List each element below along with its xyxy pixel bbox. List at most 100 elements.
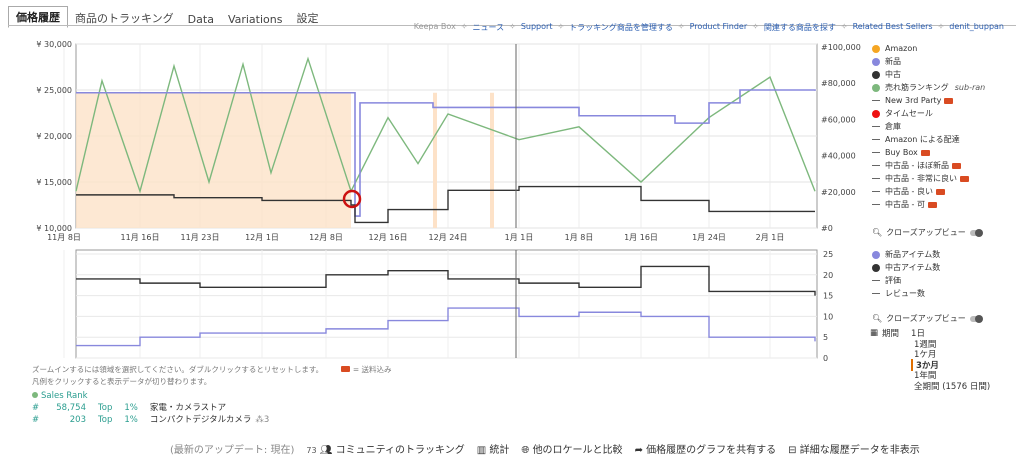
legend-label: 中古品 - 非常に良い <box>885 174 957 183</box>
main-series <box>75 56 816 228</box>
legend-item[interactable]: 新品 <box>872 55 985 68</box>
link-support[interactable]: Support <box>520 22 553 31</box>
tracking-label: コミュニティのトラッキング <box>335 445 465 456</box>
lightning-deal-marker[interactable] <box>342 189 362 209</box>
share-button[interactable]: ➦ 価格履歴のグラフを共有する <box>635 441 777 456</box>
separator-icon: ✧ <box>557 22 565 31</box>
separator-icon: ✧ <box>752 22 759 31</box>
series-new <box>76 89 816 217</box>
range-option-all[interactable]: 全期間 (1576 日間) <box>914 381 991 392</box>
legend-item[interactable]: Amazon による配達 <box>872 133 985 146</box>
hierarchy-icon: ⁂ <box>255 415 264 425</box>
legend-item[interactable]: レビュー数 <box>872 287 940 300</box>
sub-rank-label[interactable]: sub-ran <box>954 83 986 92</box>
legend-item[interactable]: 売れ筋ランキング sub-ran <box>872 81 985 94</box>
y-tick-label: ¥ 15,000 <box>36 178 72 187</box>
compare-locale-button[interactable]: 🌐︎ 他のロケールと比較 <box>521 441 622 456</box>
legend-item[interactable]: Buy Box <box>872 146 985 159</box>
share-arrow-icon: ➦ <box>634 445 643 456</box>
link-related-best-sellers[interactable]: Related Best Sellers <box>852 22 933 31</box>
link-manage-tracking[interactable]: トラッキング商品を管理する <box>569 23 673 32</box>
range-option-3m[interactable]: 3か月 <box>911 358 939 371</box>
link-news[interactable]: ニュース <box>472 23 505 32</box>
legend-label: 中古アイテム数 <box>885 263 941 272</box>
legend-item[interactable]: 新品アイテム数 <box>872 248 940 261</box>
x-axis: 11月 8日 11月 16日 11月 23日 12月 1日 12月 8日 12月 16日 1… <box>47 233 784 242</box>
tab-price-history[interactable]: 価格履歴 <box>8 6 68 28</box>
statistics-button[interactable]: ▥ 統計 <box>477 441 510 456</box>
truck-icon <box>935 188 945 195</box>
legend-item[interactable]: 中古アイテム数 <box>872 261 940 274</box>
legend-label: レビュー数 <box>885 289 925 298</box>
rank-category-link[interactable]: 家電・カメラストア <box>149 403 227 413</box>
legend-item[interactable]: 評価 <box>872 274 940 287</box>
legend-item[interactable]: 中古品 - 非常に良い <box>872 172 985 185</box>
range-option-1y[interactable]: 1年間 <box>914 371 937 382</box>
keepa-box-label: Keepa Box <box>413 22 456 31</box>
hide-details-button[interactable]: ⊟ 詳細な履歴データを非表示 <box>788 441 920 456</box>
main-legend: Amazon 新品 中古売れ筋ランキング sub-ran New 3rd Party タイ… <box>872 42 985 211</box>
tab-data[interactable]: Data <box>187 13 214 26</box>
range-option-1w[interactable]: 1週間 <box>914 339 937 350</box>
legend-item[interactable]: タイムセール <box>872 107 985 120</box>
sub-y-axis-right: 25 20 15 10 5 0 <box>823 250 833 363</box>
series-sales-rank <box>75 56 816 194</box>
link-user[interactable]: denit_buppan <box>949 22 1004 31</box>
amazon-bar <box>433 92 437 228</box>
sub-category-count: 3 <box>263 415 270 425</box>
legend-dot <box>872 44 880 53</box>
x-tick-label: 2月 1日 <box>756 233 785 242</box>
x-tick-label: 11月 23日 <box>181 233 220 242</box>
sub-series <box>76 265 816 347</box>
rank-value: 58,754 <box>56 403 86 413</box>
link-product-finder[interactable]: Product Finder <box>689 22 748 31</box>
community-tracking-button[interactable]: 73 👥︎ コミュニティのトラッキング <box>306 441 464 456</box>
legend-label: New 3rd Party <box>885 96 942 105</box>
legend-item[interactable]: 中古 <box>872 68 985 81</box>
zoom-hint: ズームインするには領域を選択してください。ダブルクリックするとリセットします。 <box>32 365 324 374</box>
legend-item[interactable]: 中古品 - ほぼ新品 <box>872 159 985 172</box>
main-y-axis-left: ¥ 30,000 ¥ 25,000 ¥ 20,000 ¥ 15,000 ¥ 10,000 <box>36 40 72 233</box>
legend-dash <box>872 204 880 205</box>
x-tick-label: 1月 24日 <box>692 233 726 242</box>
legend-dash <box>872 165 880 166</box>
search-icon: 🔍︎ <box>872 314 883 323</box>
truck-icon <box>927 201 937 208</box>
toggle-icon[interactable] <box>969 314 983 323</box>
tab-settings[interactable]: 設定 <box>296 12 319 25</box>
link-related-products[interactable]: 関連する商品を探す <box>763 23 836 32</box>
legend-label: Amazon <box>885 44 918 53</box>
tab-variations[interactable]: Variations <box>227 13 283 26</box>
legend-item[interactable]: 倉庫 <box>872 120 985 133</box>
legend-item[interactable]: 中古品 - 良い <box>872 185 985 198</box>
legend-item[interactable]: Amazon <box>872 42 985 55</box>
y-tick-label: #20,000 <box>821 188 856 197</box>
tab-product-tracking[interactable]: 商品のトラッキング <box>75 12 174 25</box>
legend-dash <box>872 100 880 101</box>
legend-label: 売れ筋ランキング <box>885 83 949 92</box>
legend-item[interactable]: 中古品 - 可 <box>872 198 985 211</box>
closeup-toggle-sub[interactable]: 🔍︎ クローズアップビュー <box>872 312 983 325</box>
rank-category-link[interactable]: コンパクトデジタルカメラ <box>149 415 252 425</box>
stats-label: 統計 <box>489 445 510 456</box>
range-selector: ▦ 期間 1日 1週間 1ケ月 3か月 1年間 全期間 (1576 日間) <box>870 328 991 392</box>
sales-rank-dot <box>32 392 38 398</box>
sales-rank-title: Sales Rank <box>41 391 88 401</box>
legend-label: 中古品 - 可 <box>885 200 925 209</box>
separator-icon: ✧ <box>840 22 848 31</box>
separator-icon: ✧ <box>460 22 468 31</box>
series-used-count <box>76 265 816 296</box>
x-tick-label: 1月 16日 <box>624 233 658 242</box>
range-option-1d[interactable]: 1日 <box>911 329 925 340</box>
closeup-toggle-main[interactable]: 🔍︎ クローズアップビュー <box>872 226 983 239</box>
y-tick-label: ¥ 10,000 <box>36 224 72 233</box>
rank-pct: 1% <box>124 403 138 413</box>
series-used <box>76 185 815 224</box>
x-tick-label: 12月 24日 <box>429 233 468 242</box>
bar-chart-icon: ▥ <box>476 445 487 456</box>
range-option-1m[interactable]: 1ケ月 <box>914 350 937 361</box>
legend-item[interactable]: New 3rd Party <box>872 94 985 107</box>
toggle-icon[interactable] <box>969 228 983 237</box>
separator-icon: ✧ <box>937 22 945 31</box>
